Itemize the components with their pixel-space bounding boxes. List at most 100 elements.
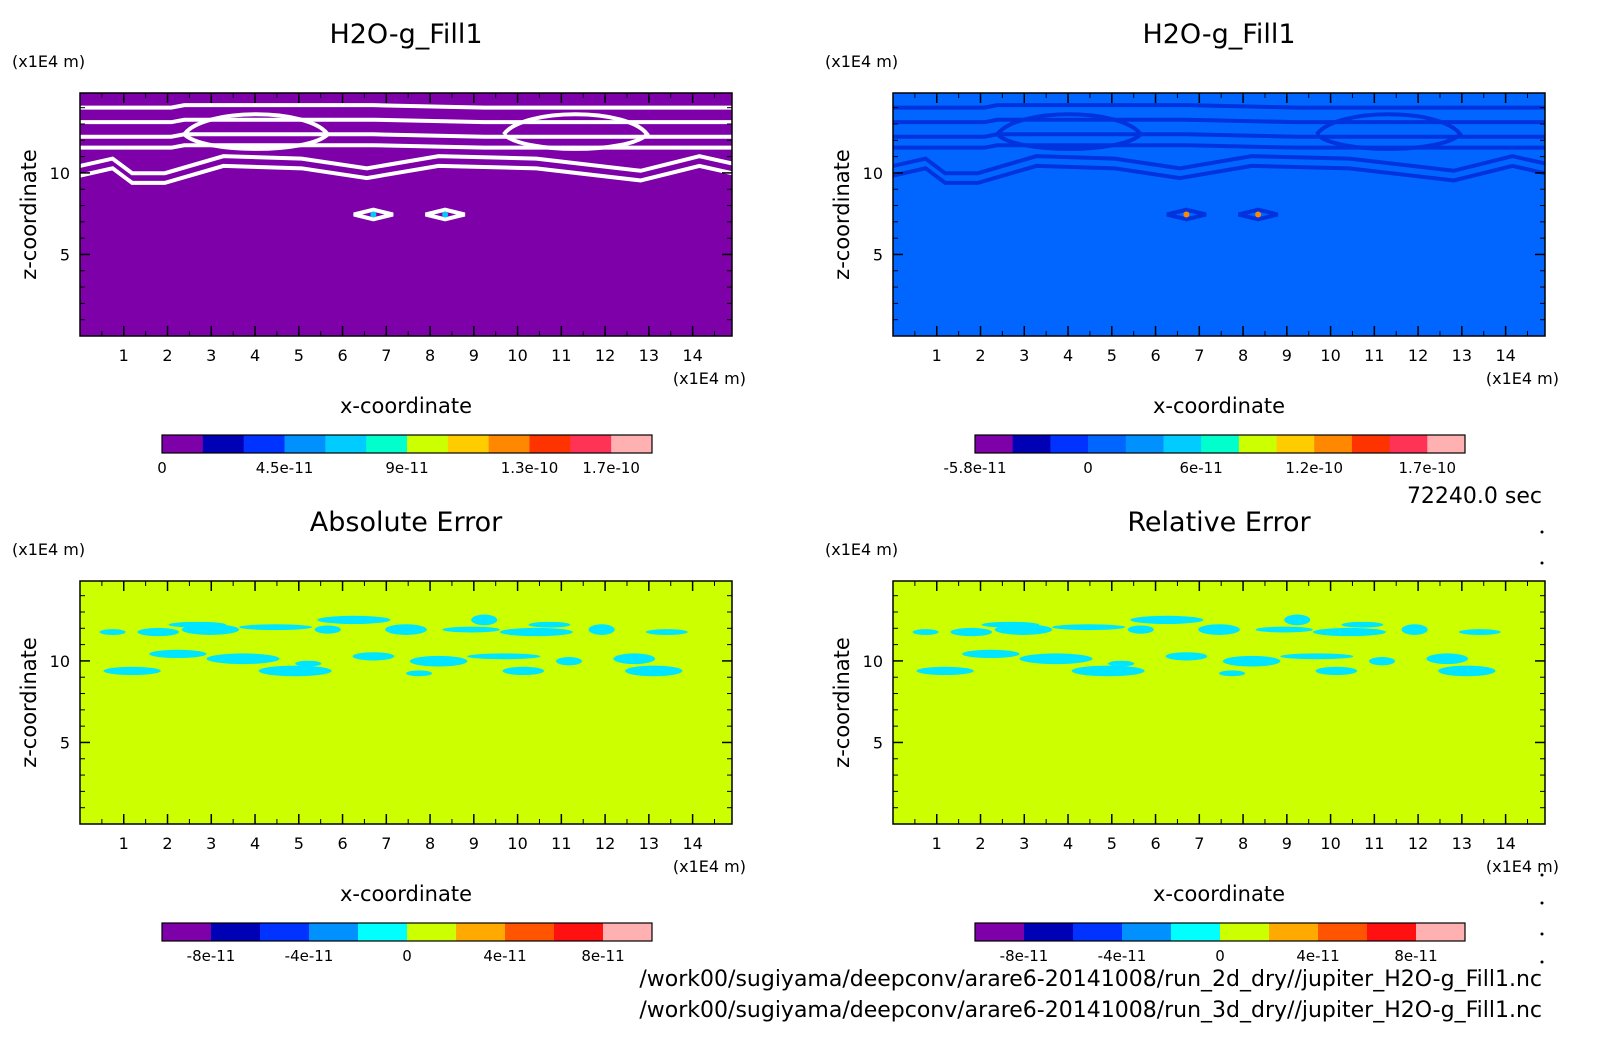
panel-3: Absolute Error(x1E4 m)1 2 3 4 5 6 7 8 9 10 11 12 13 1… [12, 507, 746, 965]
x-tick-label: 8 [1238, 346, 1248, 365]
colorbar-label: 4e-11 [483, 947, 526, 965]
colorbar-label: 4.5e-11 [256, 459, 314, 477]
colorbar-swatch [456, 923, 506, 941]
x-unit-label: (x1E4 m) [1486, 857, 1559, 876]
x-tick-label: 7 [381, 834, 391, 853]
contour-patch [239, 624, 313, 631]
contour-line [1315, 112, 1463, 151]
colorbar-label: -4e-11 [1098, 947, 1147, 965]
contour-patch [613, 653, 656, 665]
contour-patch [258, 665, 332, 677]
colorbar-swatch [358, 923, 408, 941]
contour-patch [1280, 653, 1354, 660]
x-axis-label: x-coordinate [1153, 394, 1285, 418]
contour-layer [99, 614, 688, 677]
x-tick-label: 14 [682, 346, 702, 365]
colorbar-swatch [1318, 923, 1368, 941]
x-tick-label: 7 [381, 346, 391, 365]
plot-frame [892, 580, 1546, 825]
colorbar-swatch [1088, 435, 1127, 453]
contour-patch [1426, 653, 1469, 665]
contour-patch [1341, 621, 1384, 628]
x-tick-label: 9 [1282, 346, 1292, 365]
colorbar-swatch [260, 923, 310, 941]
contour-line [1238, 207, 1279, 222]
plot-area [80, 581, 732, 824]
contour-patch [1130, 615, 1204, 625]
y-axis-label: z-coordinate [17, 637, 41, 768]
x-unit-label: (x1E4 m) [673, 857, 746, 876]
x-tick-label: 14 [1495, 346, 1515, 365]
x-tick-label: 5 [294, 346, 304, 365]
margin-dot [1540, 960, 1544, 964]
colorbar-swatch [202, 435, 245, 453]
contour-patch [555, 657, 583, 666]
y-tick-label: 10 [863, 164, 883, 183]
x-tick-label: 3 [1019, 834, 1029, 853]
contour-line [353, 207, 394, 222]
x-tick-label: 3 [206, 346, 216, 365]
contour-patch [352, 652, 395, 661]
contour-patch [528, 621, 571, 628]
contour-patch [317, 615, 391, 625]
colorbar: -8e-11 -4e-11 0 4e-11 8e-11 [974, 922, 1466, 965]
x-tick-label: 1 [932, 346, 942, 365]
x-axis-label: x-coordinate [340, 394, 472, 418]
x-tick-label: 14 [682, 834, 702, 853]
x-tick-label: 5 [1107, 346, 1117, 365]
x-tick-label: 7 [1194, 346, 1204, 365]
contour-patch [314, 625, 341, 634]
colorbar-swatch [1073, 923, 1123, 941]
x-unit-label: (x1E4 m) [673, 369, 746, 388]
colorbar-label: 8e-11 [581, 947, 624, 965]
colorbar-swatch [1012, 435, 1051, 453]
panel-title: H2O-g_Fill1 [1142, 19, 1295, 50]
x-axis: 1 2 3 4 5 6 7 8 9 10 11 12 13 14 [101, 581, 715, 853]
contour-patch [1458, 629, 1501, 635]
contour-patch [1071, 665, 1145, 677]
y-unit-label: (x1E4 m) [12, 540, 85, 559]
colorbar-frame [161, 434, 653, 454]
colorbar-swatch [570, 435, 612, 453]
panel-title: Relative Error [1127, 507, 1311, 538]
contour-patch [1019, 653, 1093, 665]
colorbar-swatch [554, 923, 604, 941]
x-tick-label: 11 [1364, 346, 1384, 365]
colorbar-swatch [1171, 923, 1221, 941]
x-tick-label: 2 [162, 834, 172, 853]
x-tick-label: 1 [932, 834, 942, 853]
x-tick-label: 13 [1452, 834, 1472, 853]
x-tick-label: 13 [639, 834, 659, 853]
contour-patch [1052, 624, 1126, 631]
colorbar-label: -5.8e-11 [944, 459, 1007, 477]
y-axis-label: z-coordinate [830, 637, 854, 768]
y-tick-label: 5 [60, 245, 70, 264]
contour-patch [950, 627, 993, 637]
contour-patch [1219, 670, 1246, 677]
x-tick-label: 6 [1150, 346, 1160, 365]
x-tick-label: 13 [1452, 346, 1472, 365]
colorbar-label: 0 [157, 459, 167, 477]
x-tick-label: 11 [1364, 834, 1384, 853]
contour-line [425, 207, 466, 222]
contour-patch [103, 666, 161, 676]
contour-layer [892, 103, 1546, 222]
panel-title: Absolute Error [310, 507, 503, 538]
contour-patch [645, 629, 688, 635]
colorbar-swatch [611, 435, 653, 453]
colorbar-frame [974, 434, 1466, 454]
contour-patch [1222, 655, 1281, 667]
colorbar-swatch [1163, 435, 1202, 453]
plot-frame [79, 580, 733, 825]
contour-patch [295, 660, 322, 667]
contour-patch [1401, 624, 1428, 635]
contour-line [79, 163, 733, 185]
colorbar-swatch [529, 435, 571, 453]
colorbar-swatch [975, 435, 1014, 453]
contour-line [1166, 207, 1207, 222]
plot-frame [892, 92, 1546, 337]
contour-patch [981, 621, 1040, 628]
colorbar-swatch [407, 435, 449, 453]
colorbar-swatch [975, 923, 1025, 941]
panel-2: H2O-g_Fill1(x1E4 m)1 2 3 4 5 6 7 8 9 10 11 12 13 1451… [825, 19, 1559, 477]
